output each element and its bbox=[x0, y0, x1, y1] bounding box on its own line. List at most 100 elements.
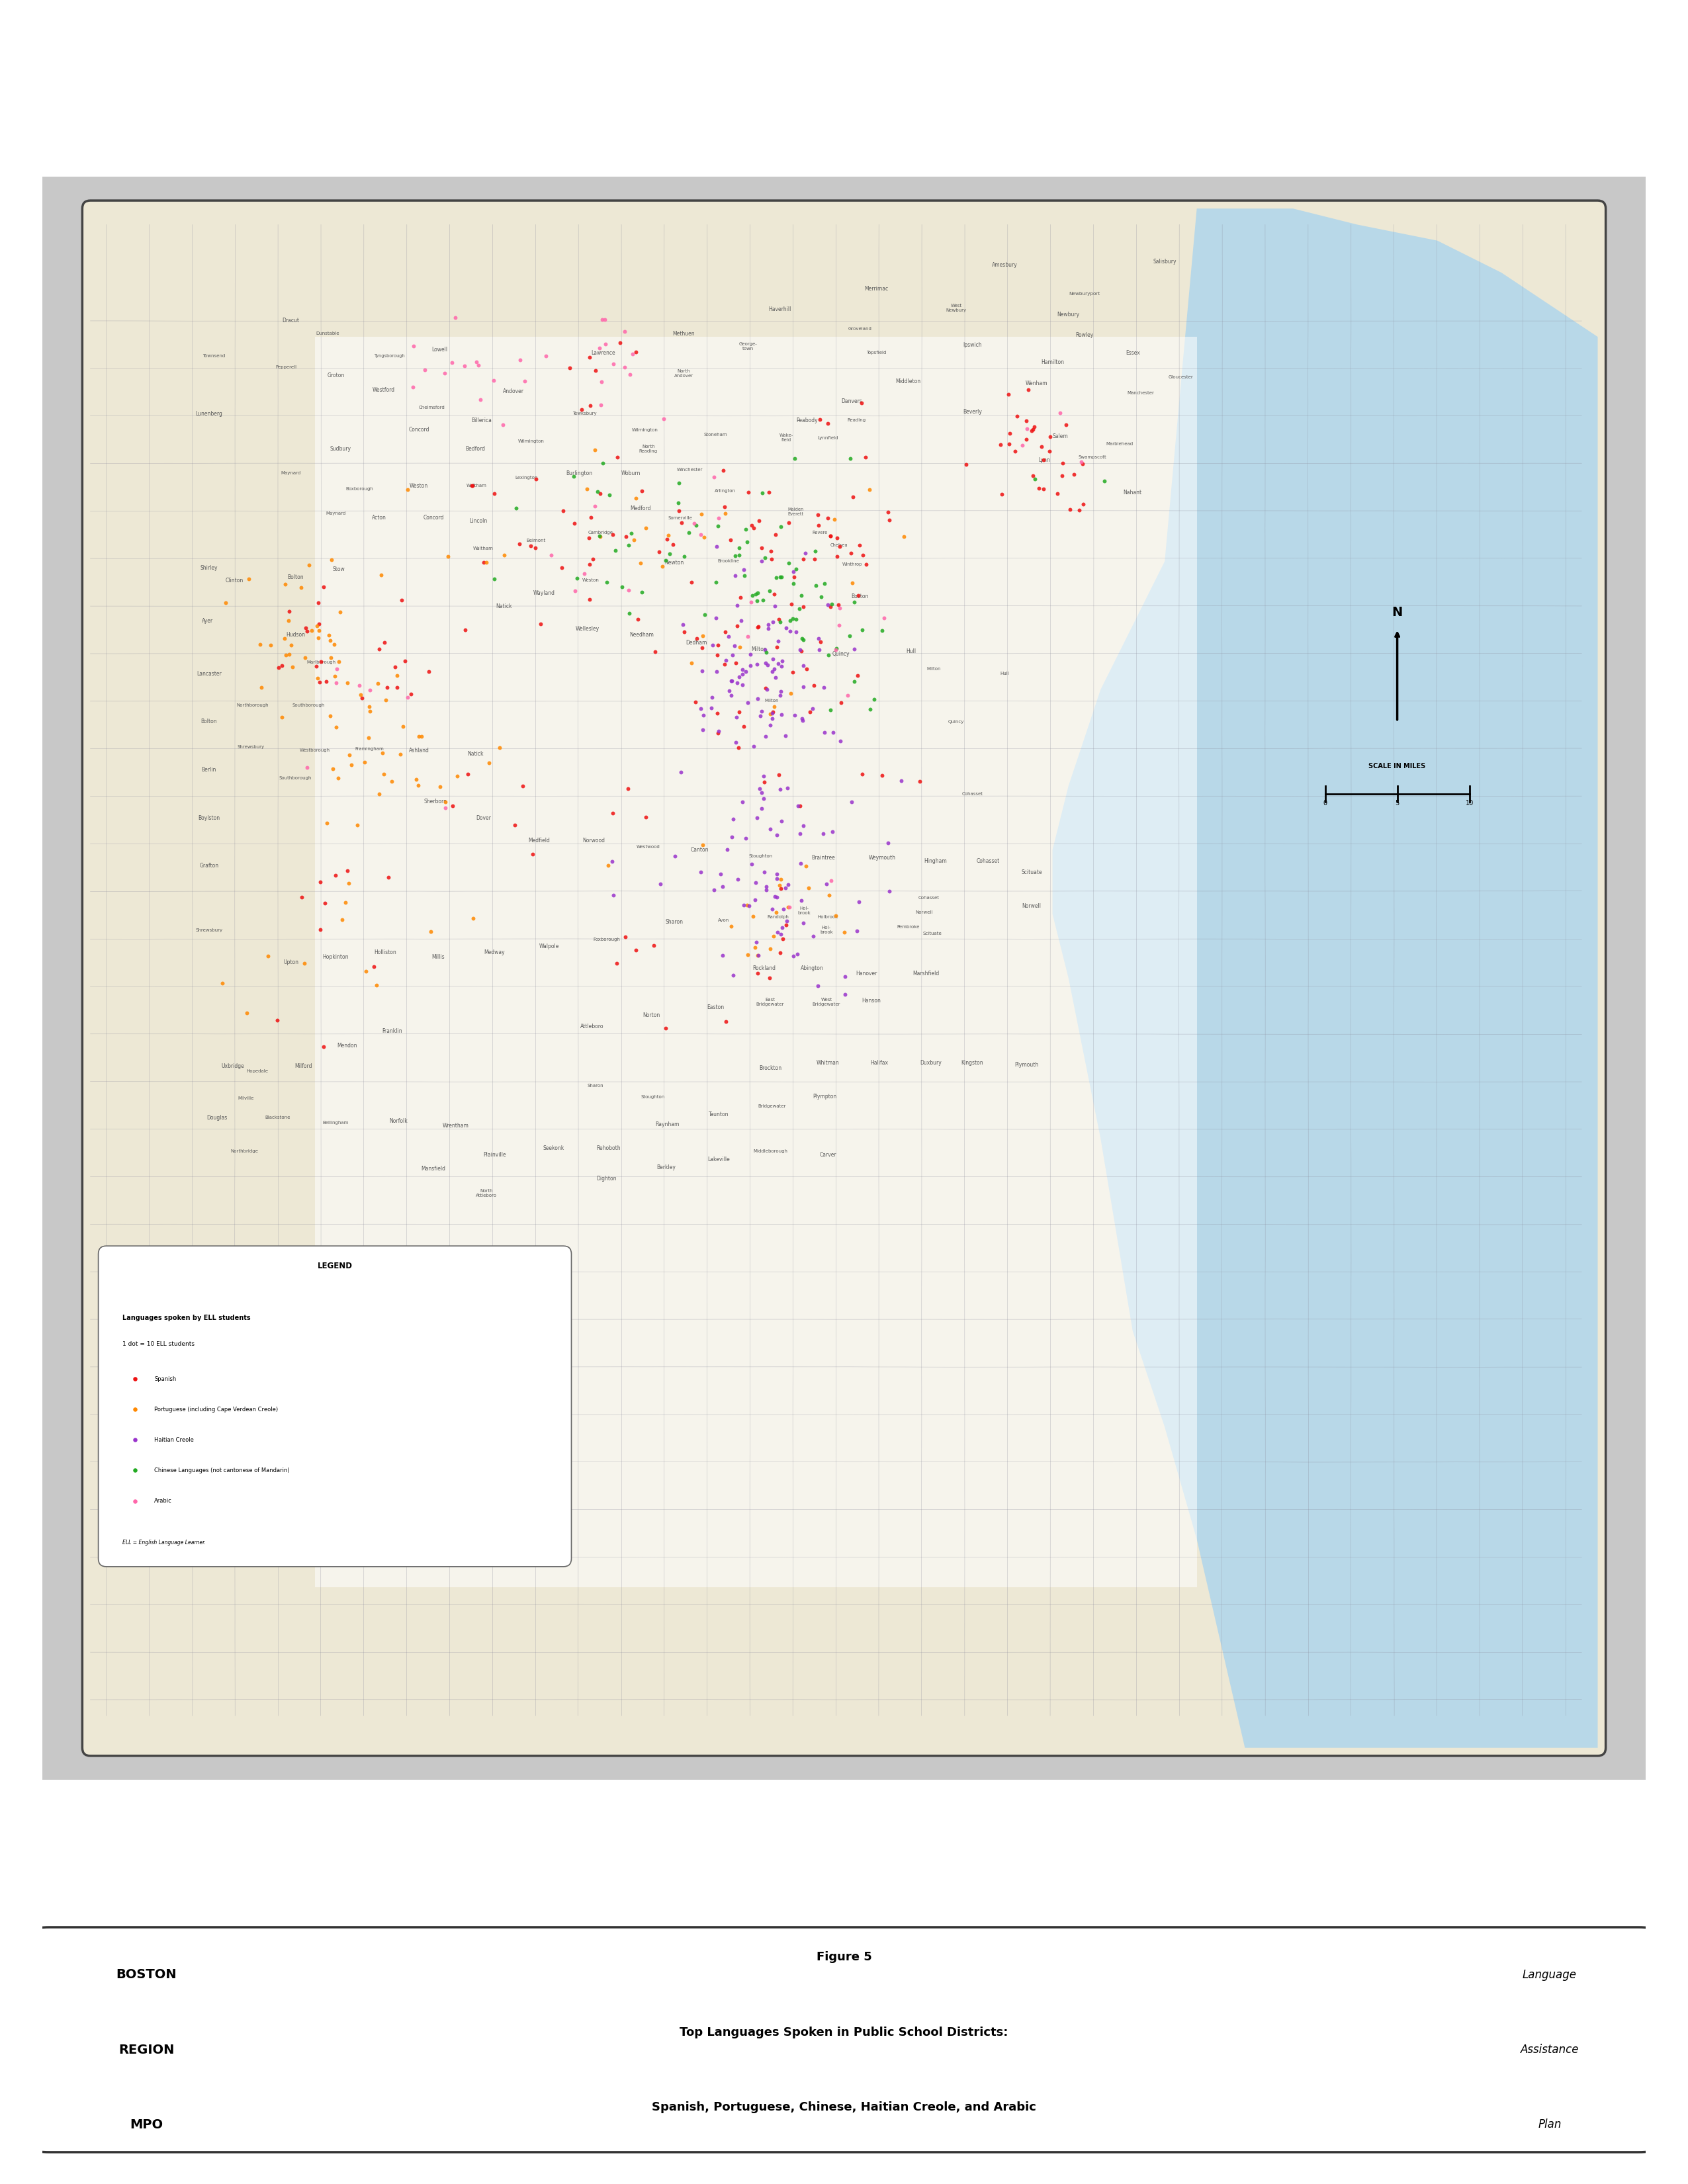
Text: Norton: Norton bbox=[643, 1011, 660, 1018]
Point bbox=[603, 946, 630, 981]
Point bbox=[753, 644, 780, 679]
Point bbox=[803, 498, 830, 533]
Point bbox=[758, 542, 785, 577]
Point bbox=[581, 489, 608, 524]
Point bbox=[856, 472, 883, 507]
Text: Milford: Milford bbox=[295, 1064, 312, 1070]
Point bbox=[677, 644, 704, 679]
Point bbox=[297, 614, 324, 649]
Text: Malden
Everett: Malden Everett bbox=[788, 507, 803, 515]
Text: Hol-
brook: Hol- brook bbox=[820, 926, 832, 935]
Point bbox=[319, 542, 346, 577]
Point bbox=[326, 594, 353, 629]
Point bbox=[756, 961, 783, 996]
Point bbox=[814, 867, 841, 902]
Text: Hull: Hull bbox=[999, 670, 1009, 675]
Text: Boylston: Boylston bbox=[197, 815, 219, 821]
Point bbox=[888, 764, 915, 799]
Text: Haitian Creole: Haitian Creole bbox=[155, 1437, 194, 1444]
Point bbox=[711, 646, 738, 681]
Point bbox=[292, 640, 319, 675]
Point bbox=[788, 620, 815, 655]
Point bbox=[349, 681, 376, 716]
Point bbox=[371, 684, 398, 719]
Text: Plan: Plan bbox=[1538, 2118, 1561, 2132]
Point bbox=[724, 609, 751, 644]
Point bbox=[766, 867, 793, 902]
Point bbox=[771, 719, 798, 753]
Point bbox=[690, 699, 717, 734]
Text: Bolton: Bolton bbox=[287, 574, 304, 581]
Point bbox=[782, 441, 809, 476]
Point bbox=[459, 467, 486, 502]
Point bbox=[761, 690, 788, 725]
Point bbox=[689, 618, 716, 653]
Point bbox=[383, 657, 410, 692]
Point bbox=[815, 587, 842, 622]
Point bbox=[765, 622, 792, 657]
Point bbox=[812, 566, 839, 601]
Point bbox=[824, 520, 851, 555]
Point bbox=[704, 627, 731, 662]
Text: Attleboro: Attleboro bbox=[581, 1024, 604, 1029]
Point bbox=[741, 930, 768, 965]
Text: West
Newbury: West Newbury bbox=[945, 304, 967, 312]
Point bbox=[734, 476, 761, 511]
Point bbox=[520, 836, 547, 871]
Point bbox=[738, 638, 765, 673]
Point bbox=[1090, 463, 1117, 498]
Point bbox=[743, 583, 770, 618]
Point bbox=[319, 751, 346, 786]
Point bbox=[122, 1483, 149, 1518]
Point bbox=[1053, 408, 1080, 443]
Text: Chelsea: Chelsea bbox=[830, 544, 847, 548]
Point bbox=[604, 439, 631, 474]
Point bbox=[805, 507, 832, 542]
Point bbox=[275, 594, 302, 629]
Point bbox=[802, 542, 829, 577]
Point bbox=[707, 856, 734, 891]
Point bbox=[738, 649, 765, 684]
Point bbox=[874, 826, 901, 860]
Point bbox=[719, 638, 746, 673]
Text: Lexington: Lexington bbox=[515, 476, 538, 480]
Point bbox=[782, 559, 809, 594]
Text: Rehoboth: Rehoboth bbox=[596, 1144, 621, 1151]
Point bbox=[712, 614, 739, 649]
Point bbox=[744, 937, 771, 972]
Point bbox=[847, 387, 874, 422]
Point bbox=[279, 649, 306, 684]
Point bbox=[830, 976, 858, 1011]
Point bbox=[760, 695, 787, 729]
Point bbox=[690, 520, 717, 555]
Point bbox=[1065, 494, 1092, 529]
Point bbox=[760, 891, 787, 926]
Text: Weston: Weston bbox=[582, 579, 599, 583]
Text: Tyngsborough: Tyngsborough bbox=[375, 354, 405, 358]
Text: Foxborough: Foxborough bbox=[592, 937, 619, 941]
Point bbox=[667, 753, 694, 788]
Point bbox=[444, 758, 471, 793]
Point bbox=[356, 690, 383, 725]
Point bbox=[729, 784, 756, 819]
Point bbox=[749, 583, 776, 618]
Point bbox=[618, 515, 645, 550]
Point bbox=[775, 889, 802, 924]
Point bbox=[331, 885, 358, 919]
Point bbox=[390, 710, 417, 745]
Point bbox=[836, 618, 863, 653]
Text: Haverhill: Haverhill bbox=[768, 306, 792, 312]
Point bbox=[587, 365, 614, 400]
Point bbox=[832, 959, 859, 994]
Point bbox=[788, 701, 815, 736]
Text: North
Andover: North Andover bbox=[674, 369, 694, 378]
Point bbox=[469, 544, 496, 579]
Point bbox=[820, 502, 847, 537]
Point bbox=[722, 644, 749, 679]
Text: Woburn: Woburn bbox=[621, 470, 640, 476]
Point bbox=[415, 653, 442, 688]
Point bbox=[760, 695, 787, 729]
Point bbox=[324, 651, 351, 686]
Point bbox=[324, 760, 351, 795]
Point bbox=[1004, 397, 1031, 432]
